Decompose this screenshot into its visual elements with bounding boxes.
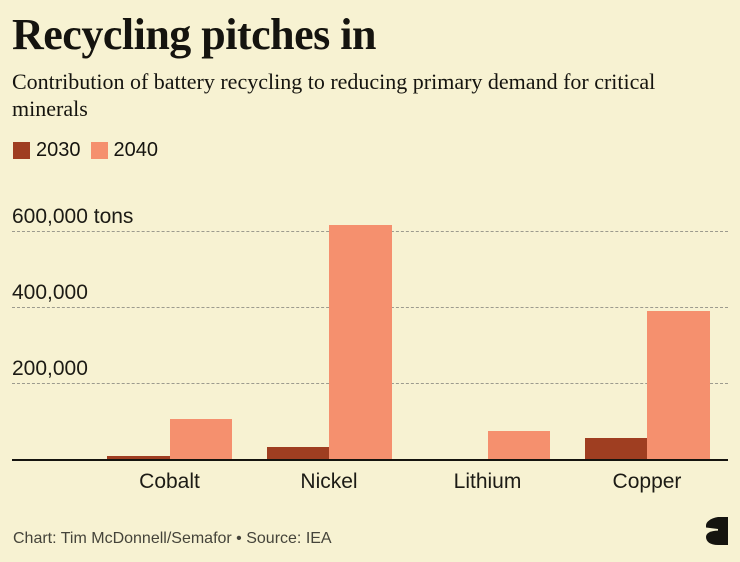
- y-axis-label-200000: 200,000: [12, 357, 88, 380]
- semafor-logo: [706, 517, 728, 545]
- legend-label-2030: 2030: [36, 139, 81, 161]
- bar-copper-2030: [584, 438, 647, 459]
- bar-cobalt-2040: [169, 419, 232, 459]
- legend: 2030 2040: [13, 139, 159, 161]
- x-axis-label-copper: Copper: [612, 470, 682, 493]
- y-axis-label-600000: 600,000 tons: [12, 205, 134, 228]
- credit-text: Chart: Tim McDonnell/Semafor • Source: I…: [13, 530, 332, 547]
- bar-cobalt-2030: [107, 455, 170, 459]
- x-axis-label-nickel: Nickel: [300, 470, 358, 493]
- legend-swatch-2040: [90, 142, 108, 159]
- bar-lithium-2040: [487, 430, 550, 459]
- legend-label-2040: 2040: [113, 139, 159, 161]
- x-axis-line: [12, 459, 728, 461]
- chart-subtitle: Contribution of battery recycling to red…: [12, 69, 656, 121]
- legend-swatch-2030: [13, 142, 30, 159]
- x-axis-label-lithium: Lithium: [453, 470, 522, 493]
- legend-item-2040: 2040: [90, 139, 159, 161]
- bar-copper-2040: [647, 310, 710, 459]
- legend-item-2030: 2030: [13, 139, 81, 161]
- bar-nickel-2030: [266, 446, 329, 459]
- x-axis-label-cobalt: Cobalt: [139, 470, 200, 493]
- y-axis-label-400000: 400,000: [12, 281, 88, 304]
- bar-nickel-2040: [329, 225, 392, 459]
- chart-title: Recycling pitches in: [12, 10, 376, 59]
